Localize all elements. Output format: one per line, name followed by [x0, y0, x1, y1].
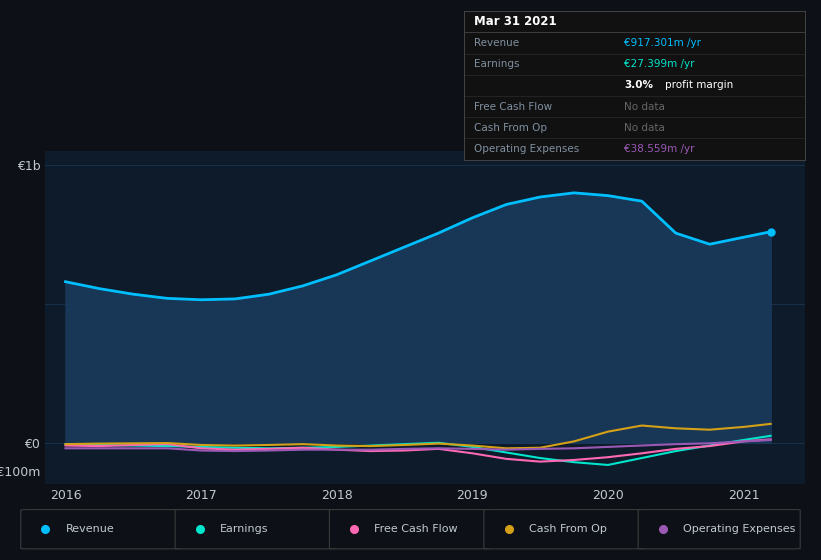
Text: Cash From Op: Cash From Op [529, 524, 607, 534]
Text: No data: No data [624, 101, 665, 111]
Text: Revenue: Revenue [474, 38, 519, 48]
Text: €917.301m /yr: €917.301m /yr [624, 38, 701, 48]
Text: Cash From Op: Cash From Op [474, 123, 547, 133]
Text: Earnings: Earnings [220, 524, 268, 534]
FancyBboxPatch shape [484, 510, 646, 549]
Text: 3.0%: 3.0% [624, 81, 653, 90]
Text: €27.399m /yr: €27.399m /yr [624, 59, 695, 69]
Text: Free Cash Flow: Free Cash Flow [474, 101, 553, 111]
Text: Revenue: Revenue [66, 524, 114, 534]
FancyBboxPatch shape [329, 510, 492, 549]
Text: Operating Expenses: Operating Expenses [683, 524, 796, 534]
FancyBboxPatch shape [638, 510, 800, 549]
Text: Mar 31 2021: Mar 31 2021 [474, 15, 557, 29]
Text: €38.559m /yr: €38.559m /yr [624, 144, 695, 154]
FancyBboxPatch shape [175, 510, 337, 549]
Text: profit margin: profit margin [665, 81, 733, 90]
Text: Free Cash Flow: Free Cash Flow [374, 524, 458, 534]
FancyBboxPatch shape [21, 510, 183, 549]
Text: Earnings: Earnings [474, 59, 520, 69]
Text: No data: No data [624, 123, 665, 133]
Text: Operating Expenses: Operating Expenses [474, 144, 580, 154]
